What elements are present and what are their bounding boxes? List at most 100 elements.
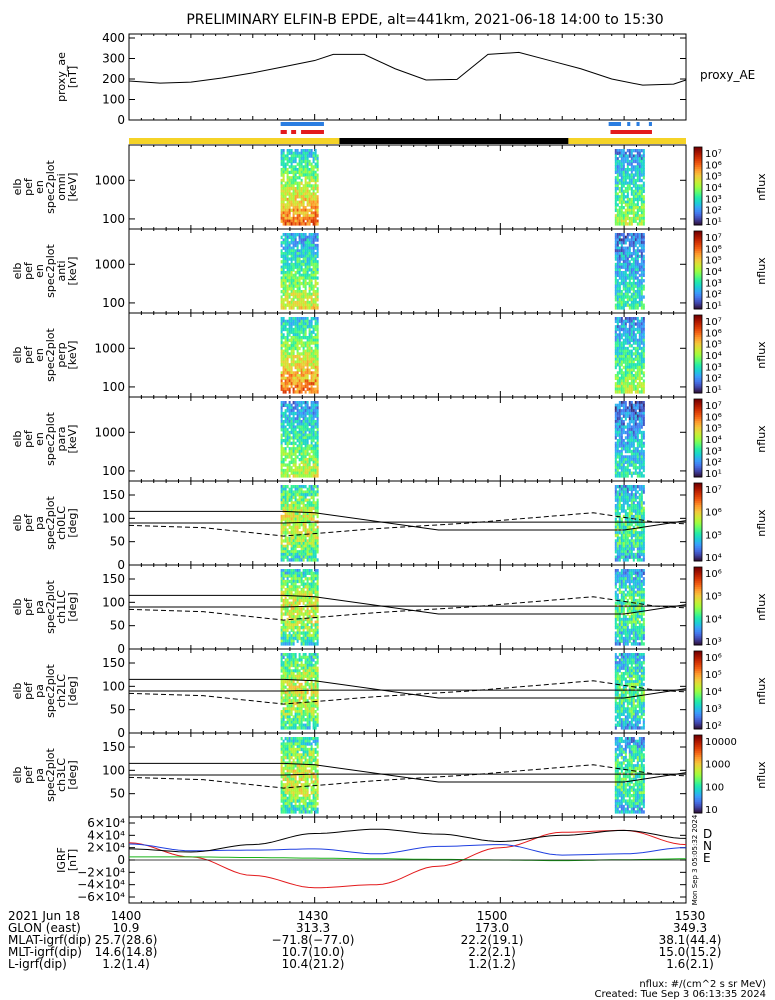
spectrogram-cell (286, 249, 289, 253)
spectrogram-cell (280, 487, 283, 492)
spectrogram-cell (314, 512, 317, 516)
spectrogram-cell (628, 151, 631, 156)
y-tick-label: 0 (117, 558, 125, 572)
spectrogram-cell (290, 322, 293, 326)
spectrogram-cell (634, 422, 637, 427)
spectrogram-cell (622, 176, 625, 180)
spectrogram-cell (304, 452, 307, 456)
spectrogram-cell (306, 425, 309, 429)
spectrogram-cell (294, 379, 297, 383)
spectrogram-cell (316, 449, 319, 454)
spectrogram-cell (302, 192, 305, 196)
spectrogram-cell (316, 246, 319, 250)
spectrogram-cell (282, 422, 285, 427)
spectrogram-cell (314, 338, 317, 343)
spectrogram-cell (640, 241, 643, 245)
spectrogram-cell (296, 542, 299, 546)
spectrogram-cell (634, 463, 637, 467)
spectrogram-cell (642, 325, 645, 329)
spectrogram-cell (624, 547, 627, 551)
spectrogram-cell (620, 468, 623, 473)
spectrogram-cell (616, 187, 619, 191)
spectrogram-cell (314, 504, 317, 508)
spectrogram-cell (292, 254, 295, 259)
spectrogram-cell (292, 531, 295, 535)
spectrogram-cell (280, 403, 283, 408)
spectrogram-cell (640, 430, 643, 435)
spectrogram-cell (636, 422, 639, 427)
spectrogram-cell (300, 336, 303, 340)
spectrogram-cell (296, 170, 299, 175)
spectrogram-cell (290, 195, 293, 199)
spectrogram-cell (622, 352, 625, 356)
spectrogram-cell (622, 151, 625, 156)
spectrogram-cell (622, 490, 625, 494)
spectrogram-cell (298, 487, 301, 492)
spectrogram-cell (292, 214, 295, 218)
spectrogram-cell (636, 531, 639, 535)
spectrogram-cell (640, 165, 643, 169)
spectrogram-cell (304, 254, 307, 259)
spectrogram-cell (632, 257, 635, 261)
colorbar-tick-label: 10⁵ (705, 256, 722, 267)
spectrogram-cell (304, 430, 307, 435)
spectrogram-cell (288, 330, 291, 334)
spectrogram-cell (614, 355, 617, 359)
spectrogram-cell (618, 433, 621, 437)
spectrogram-cell (298, 509, 301, 513)
spectrogram-cell (280, 216, 283, 221)
spectrogram-cell (640, 495, 643, 500)
spectrogram-cell (316, 173, 319, 177)
spectrogram-cell (634, 157, 637, 161)
spectrogram-cell (280, 214, 283, 218)
spectrogram-cell (624, 238, 627, 242)
spectrogram-cell (630, 409, 633, 413)
spectrogram-cell (626, 493, 629, 497)
spectrogram-cell (308, 544, 311, 549)
spectrogram-cell (616, 536, 619, 540)
spectrogram-cell (286, 333, 289, 337)
spectrogram-cell (290, 344, 293, 348)
spectrogram-cell (312, 216, 315, 221)
spectrogram-cell (618, 306, 621, 310)
spectrogram-cell (616, 235, 619, 240)
spectrogram-cell (284, 162, 287, 166)
spectrogram-cell (298, 206, 301, 210)
spectrogram-cell (300, 390, 303, 394)
spectrogram-cell (296, 260, 299, 264)
spectrogram-cell (284, 254, 287, 259)
spectrogram-cell (630, 344, 633, 348)
spectrogram-cell (290, 525, 293, 530)
spectrogram-cell (618, 249, 621, 253)
spectrogram-cell (302, 509, 305, 513)
spectrogram-cell (312, 325, 315, 329)
spectrogram-cell (628, 211, 631, 215)
spectrogram-cell (638, 536, 641, 540)
spectrogram-cell (306, 493, 309, 497)
spectrogram-cell (288, 178, 291, 183)
spectrogram-cell (282, 555, 285, 559)
spectrogram-cell (286, 346, 289, 351)
spectrogram-cell (316, 531, 319, 535)
spectrogram-cell (630, 327, 633, 332)
spectrogram-cell (292, 287, 295, 291)
spectrogram-cell (298, 317, 301, 321)
spectrogram-cell (636, 441, 639, 446)
spectrogram-cell (300, 376, 303, 381)
spectrogram-cell (628, 243, 631, 248)
colorbar-cell (694, 338, 702, 341)
colorbar-cell (694, 176, 702, 179)
spectrogram-cell (622, 189, 625, 194)
spectrogram-cell (296, 322, 299, 326)
spectrogram-cell (310, 433, 313, 437)
spectrogram-cell (290, 487, 293, 492)
spectrogram-cell (614, 349, 617, 353)
spectrogram-cell (630, 439, 633, 443)
spectrogram-cell (634, 252, 637, 256)
spectrogram-cell (622, 195, 625, 199)
spectrogram-cell (300, 444, 303, 448)
spectrogram-cell (628, 317, 631, 321)
spectrogram-cell (640, 159, 643, 164)
spectrogram-cell (298, 257, 301, 261)
spectrogram-cell (280, 159, 283, 164)
